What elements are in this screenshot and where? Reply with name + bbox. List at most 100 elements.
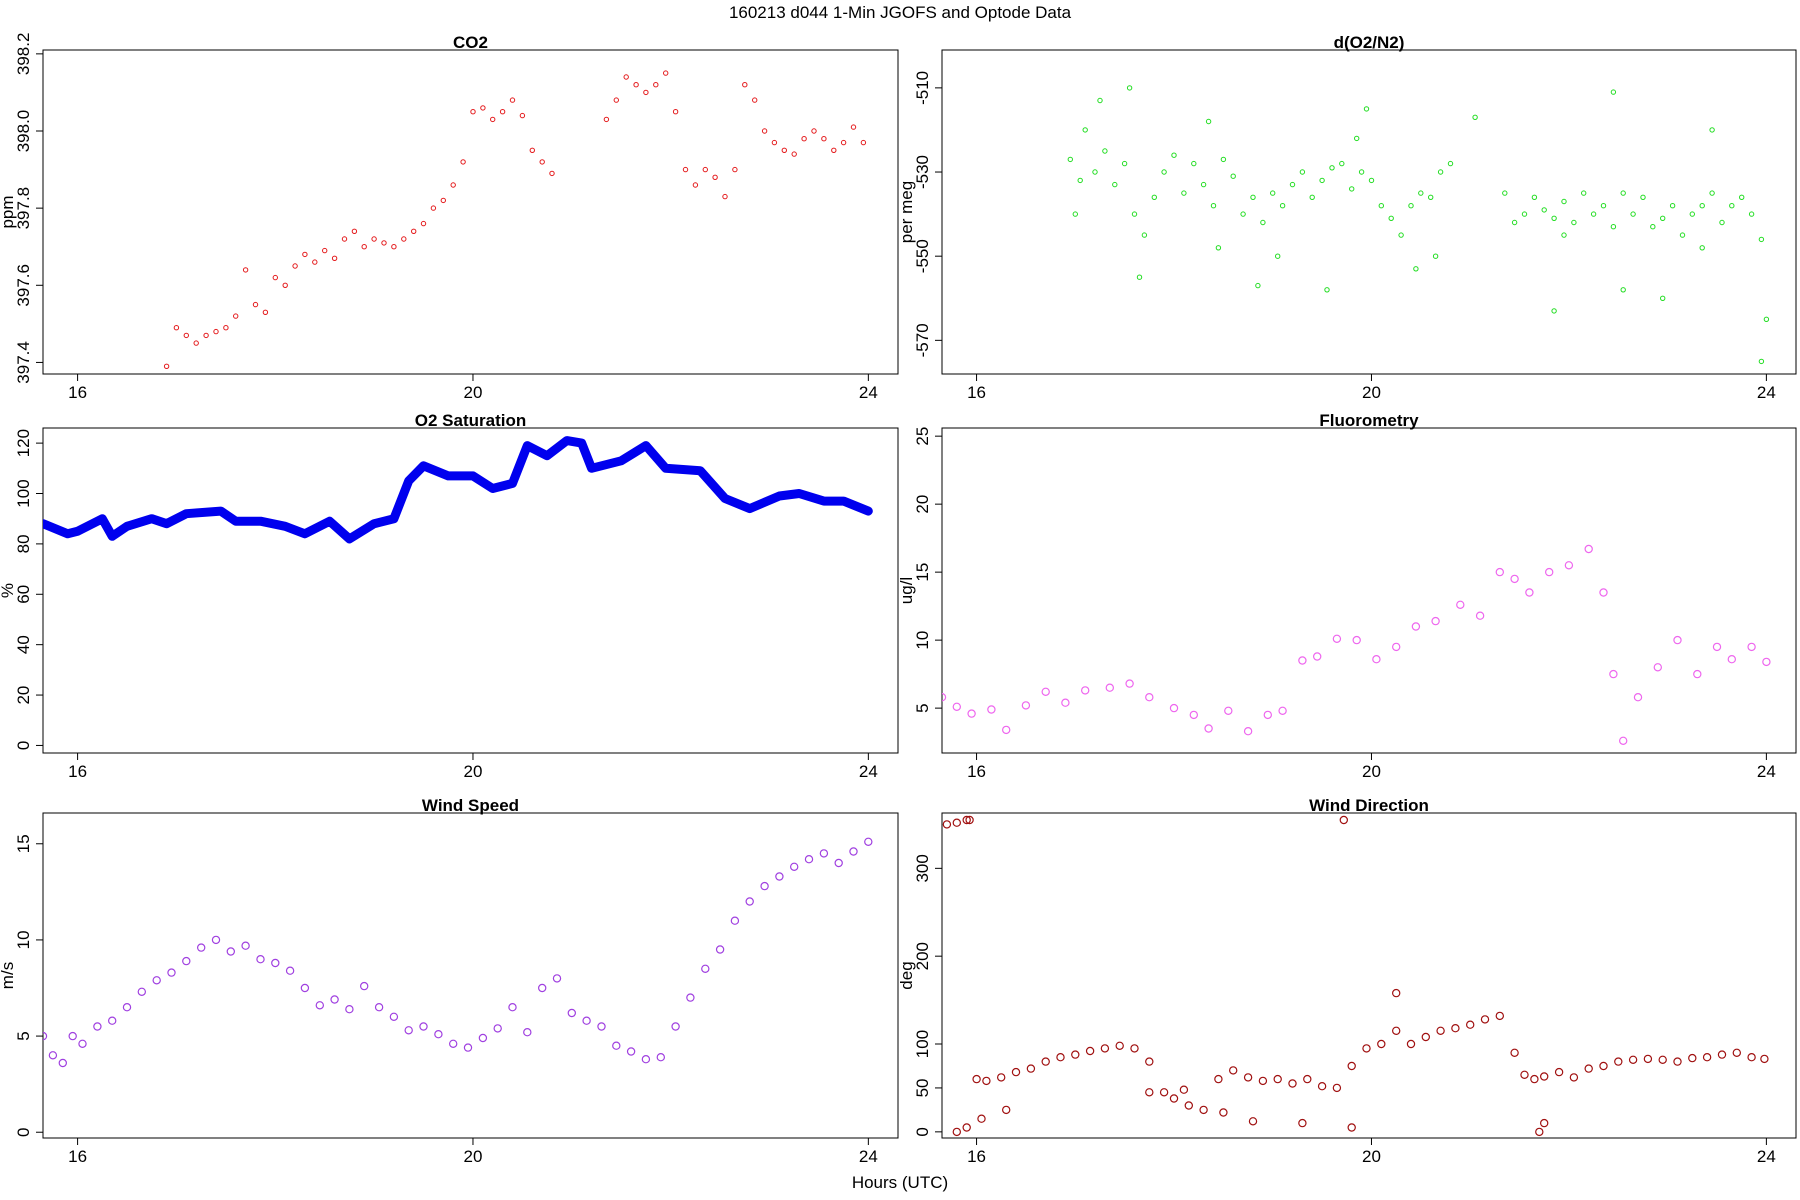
data-point [470,109,476,115]
data-layer [1067,85,1770,365]
data-point [252,301,259,308]
data-point [1717,1050,1727,1059]
data-point [1599,1061,1608,1071]
data-point [1085,1046,1095,1056]
data-point [434,1029,443,1039]
data-point [730,916,740,925]
data-point [1432,253,1439,259]
data-point [952,702,962,712]
data-point [1531,194,1538,201]
data-point [582,1016,591,1025]
data-point [1067,156,1074,163]
data-point [1554,1067,1564,1077]
data-point [163,363,170,369]
data-point [1189,710,1199,720]
data-point [732,166,738,173]
data-point [1298,656,1307,665]
data-point [1535,1127,1544,1137]
data-point [1413,266,1419,272]
data-point [1673,635,1682,645]
data-point [1480,1015,1490,1024]
x-tick-label: 20 [1362,1147,1381,1166]
data-point [1151,194,1158,201]
data-point [1026,1064,1036,1073]
data-point [952,818,962,827]
data-point [1368,177,1375,184]
data-point [478,1033,488,1043]
plot-frame [42,49,899,375]
data-point [1502,190,1508,196]
data-point [345,1005,354,1014]
data-point [1210,203,1217,209]
data-point [840,139,847,146]
data-point [1456,600,1465,610]
data-point [1372,655,1381,664]
data-point [523,1027,532,1037]
data-point [1200,181,1207,188]
data-point [1530,1074,1539,1084]
data-point [1220,156,1227,163]
data-point [93,1022,102,1031]
y-tick-label: 20 [14,686,33,705]
y-tick-label: 40 [14,635,33,654]
data-point [967,709,976,718]
series-line [43,436,873,544]
data-point [1609,669,1618,679]
data-point [1228,1066,1238,1075]
panel-o2-saturation: O2 Saturation % 16 20 24 0 20 40 60 80 100 120 [0,411,899,781]
x-tick-label: 20 [1362,762,1381,781]
data-point [1581,190,1587,196]
data-point [552,974,562,983]
data-point [1679,232,1686,238]
data-point [1732,1048,1742,1058]
data-point [1495,567,1505,577]
data-point [361,244,367,250]
data-point [1255,282,1261,289]
data-point [1214,1074,1223,1084]
y-tick-label: 20 [913,495,932,514]
data-point [811,128,817,134]
panel-title: CO2 [453,33,488,52]
data-point [1332,634,1342,644]
data-point [1408,203,1414,209]
data-point [653,82,659,88]
data-point [1620,287,1626,293]
x-tick-label: 16 [967,1147,986,1166]
data-point [58,1058,68,1068]
data-point [1431,616,1440,626]
panel-wind-direction: Wind Direction deg 16 20 24 0 50 100 200 300 [897,796,1797,1166]
data-point [1610,224,1617,230]
x-tick-label: 24 [859,1147,878,1166]
data-point [1191,160,1197,167]
data-point [775,872,784,881]
y-tick-label: 60 [14,585,33,604]
panel-d-o2-n2: d(O2/N2) per meg 16 20 24 -570 -550 -530 -510 [897,33,1797,402]
data-point [1378,203,1385,209]
data-point [241,941,250,950]
data-point [1215,245,1222,251]
data-point [182,956,191,966]
data-point [1145,1057,1154,1066]
data-point [1689,211,1696,217]
data-point [508,1003,517,1012]
data-point [1112,181,1118,188]
data-point [173,325,180,331]
x-tick-label: 16 [967,762,986,781]
data-point [641,1054,651,1064]
data-point [1299,169,1306,175]
data-point [1590,211,1597,217]
data-point [1136,274,1143,280]
x-tick-label: 16 [68,383,87,402]
data-point [1347,1123,1356,1132]
data-point [643,89,649,96]
data-point [282,282,288,288]
data-point [1230,173,1236,179]
data-point [1693,669,1702,679]
x-tick-label: 16 [967,383,986,402]
data-point [1077,177,1083,184]
data-point [1643,1054,1653,1064]
data-point [1544,567,1554,577]
data-point [1551,215,1557,222]
data-point [1273,1074,1282,1084]
data-point [831,147,837,154]
